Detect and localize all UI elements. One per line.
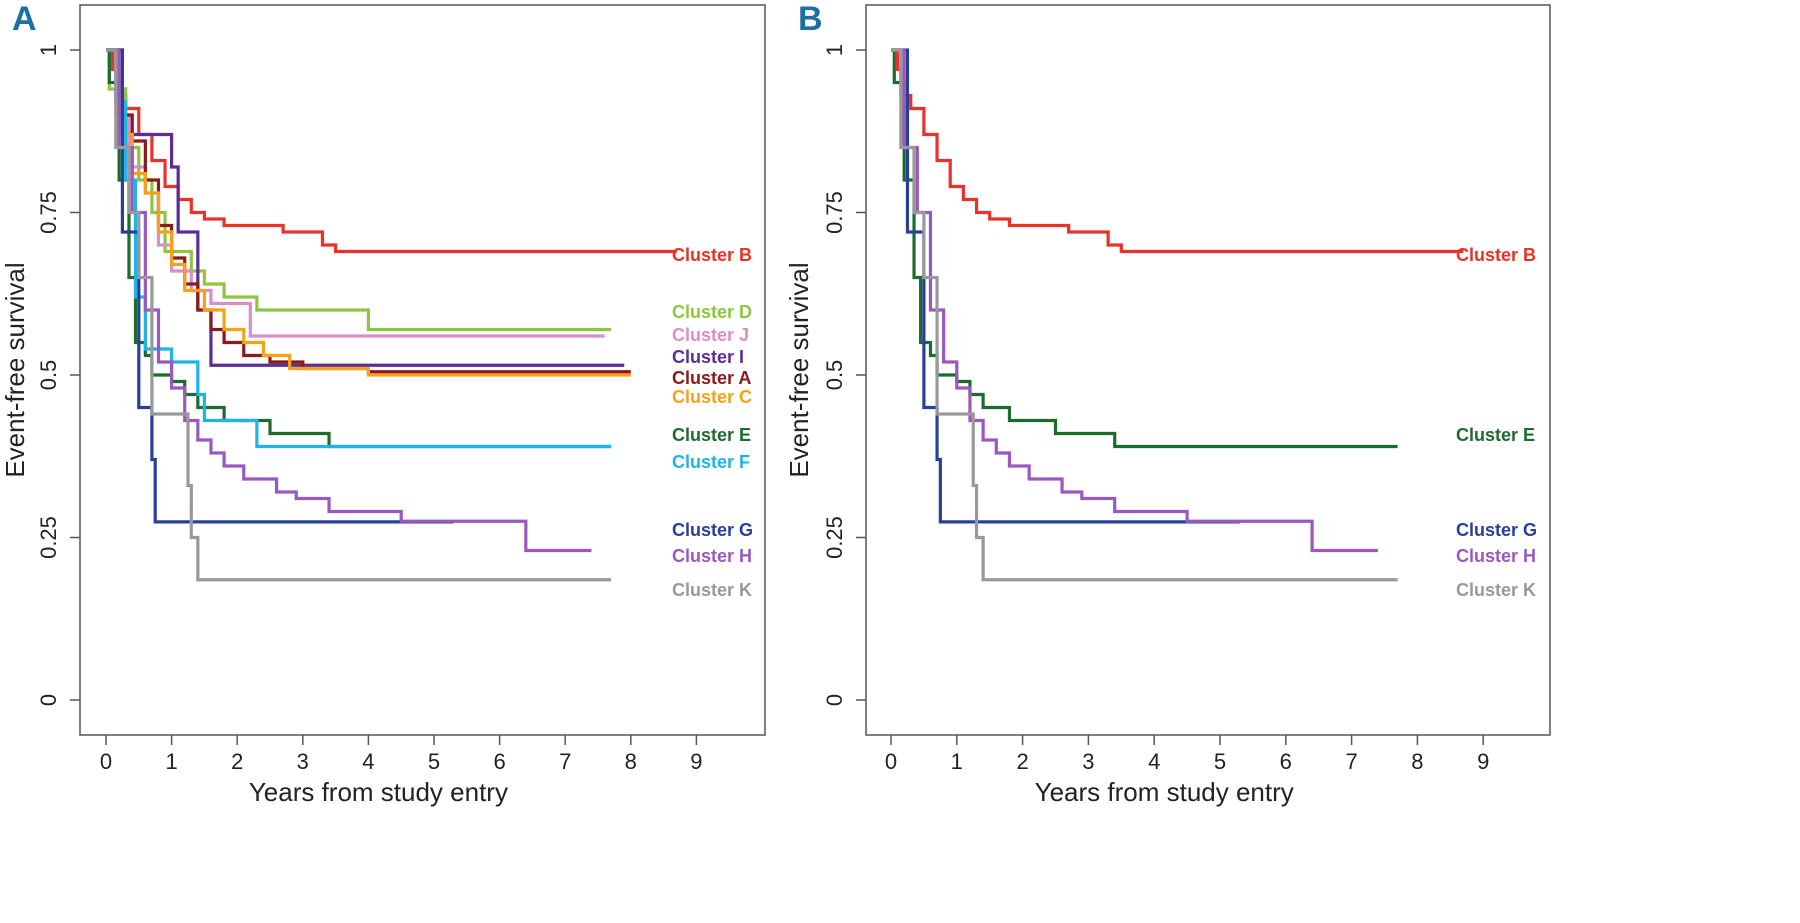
series-label-cluster-g: Cluster G — [672, 520, 753, 540]
series-line-cluster-h — [106, 48, 592, 553]
x-axis-title: Years from study entry — [249, 777, 508, 807]
series-label-cluster-k: Cluster K — [672, 580, 752, 600]
x-tick-label: 3 — [1082, 749, 1094, 774]
plot-frame — [79, 4, 766, 736]
x-tick-label: 8 — [625, 749, 637, 774]
series-label-cluster-b: Cluster B — [672, 245, 752, 265]
plot-frame — [865, 4, 1551, 736]
x-tick-label: 0 — [100, 749, 112, 774]
series-label-cluster-h: Cluster H — [1456, 546, 1536, 566]
series-line-cluster-h — [891, 48, 1378, 553]
series-line-cluster-b — [891, 48, 1464, 254]
y-tick-label: 1 — [36, 44, 61, 56]
series-line-cluster-a — [106, 48, 631, 374]
x-tick-label: 5 — [428, 749, 440, 774]
panel-b: B 0 1 2 3 4 5 6 7 8 9 0 0.25 0.5 0.75 1 Years from study… — [784, 0, 1551, 807]
x-tick-label: 9 — [690, 749, 702, 774]
y-tick-label: 0.5 — [36, 360, 61, 391]
series-line-cluster-j — [106, 48, 605, 338]
series-line-cluster-c — [106, 48, 631, 377]
y-tick-label: 0 — [822, 694, 847, 706]
series-label-cluster-e: Cluster E — [672, 425, 751, 445]
x-tick-label: 2 — [231, 749, 243, 774]
series-line-cluster-g — [106, 48, 454, 524]
x-tick-label: 4 — [1148, 749, 1160, 774]
x-tick-label: 8 — [1411, 749, 1423, 774]
x-tick-label: 6 — [493, 749, 505, 774]
series-label-cluster-j: Cluster J — [672, 325, 749, 345]
panel-a: A 0 1 2 3 4 5 6 7 8 9 0 0.25 0.5 0.75 1 Years from study… — [0, 0, 766, 807]
series-label-cluster-k: Cluster K — [1456, 580, 1536, 600]
series-label-cluster-d: Cluster D — [672, 302, 752, 322]
series-label-cluster-h: Cluster H — [672, 546, 752, 566]
x-tick-label: 6 — [1280, 749, 1292, 774]
series-line-cluster-g — [891, 48, 1240, 524]
y-tick-label: 0 — [36, 694, 61, 706]
panel-label: B — [798, 0, 823, 38]
x-tick-label: 7 — [559, 749, 571, 774]
series-line-cluster-e — [891, 48, 1398, 449]
series-line-cluster-b — [106, 48, 677, 254]
panel-label: A — [12, 0, 37, 38]
series-line-cluster-i — [106, 48, 625, 367]
series-label-cluster-c: Cluster C — [672, 387, 752, 407]
series-label-cluster-a: Cluster A — [672, 368, 751, 388]
series-label-cluster-g: Cluster G — [1456, 520, 1537, 540]
y-tick-label: 0.75 — [822, 191, 847, 234]
series-label-cluster-b: Cluster B — [1456, 245, 1536, 265]
series-line-cluster-e — [106, 48, 612, 449]
y-tick-label: 0.25 — [822, 516, 847, 559]
x-tick-label: 7 — [1345, 749, 1357, 774]
x-tick-label: 0 — [885, 749, 897, 774]
x-tick-label: 3 — [297, 749, 309, 774]
x-axis-title: Years from study entry — [1035, 777, 1294, 807]
series-line-cluster-k — [891, 48, 1398, 582]
y-axis-title: Event-free survival — [0, 262, 30, 477]
x-tick-label: 4 — [362, 749, 374, 774]
x-tick-label: 5 — [1214, 749, 1226, 774]
series-label-cluster-f: Cluster F — [672, 452, 750, 472]
x-tick-label: 1 — [951, 749, 963, 774]
y-tick-label: 0.25 — [36, 516, 61, 559]
series-label-cluster-e: Cluster E — [1456, 425, 1535, 445]
x-tick-label: 1 — [165, 749, 177, 774]
series-line-cluster-d — [106, 48, 612, 332]
y-tick-label: 1 — [822, 44, 847, 56]
series-label-cluster-i: Cluster I — [672, 347, 744, 367]
x-tick-label: 2 — [1016, 749, 1028, 774]
y-axis-title: Event-free survival — [784, 262, 814, 477]
y-tick-label: 0.75 — [36, 191, 61, 234]
x-tick-label: 9 — [1477, 749, 1489, 774]
y-tick-label: 0.5 — [822, 360, 847, 391]
series-line-cluster-k — [106, 48, 612, 582]
